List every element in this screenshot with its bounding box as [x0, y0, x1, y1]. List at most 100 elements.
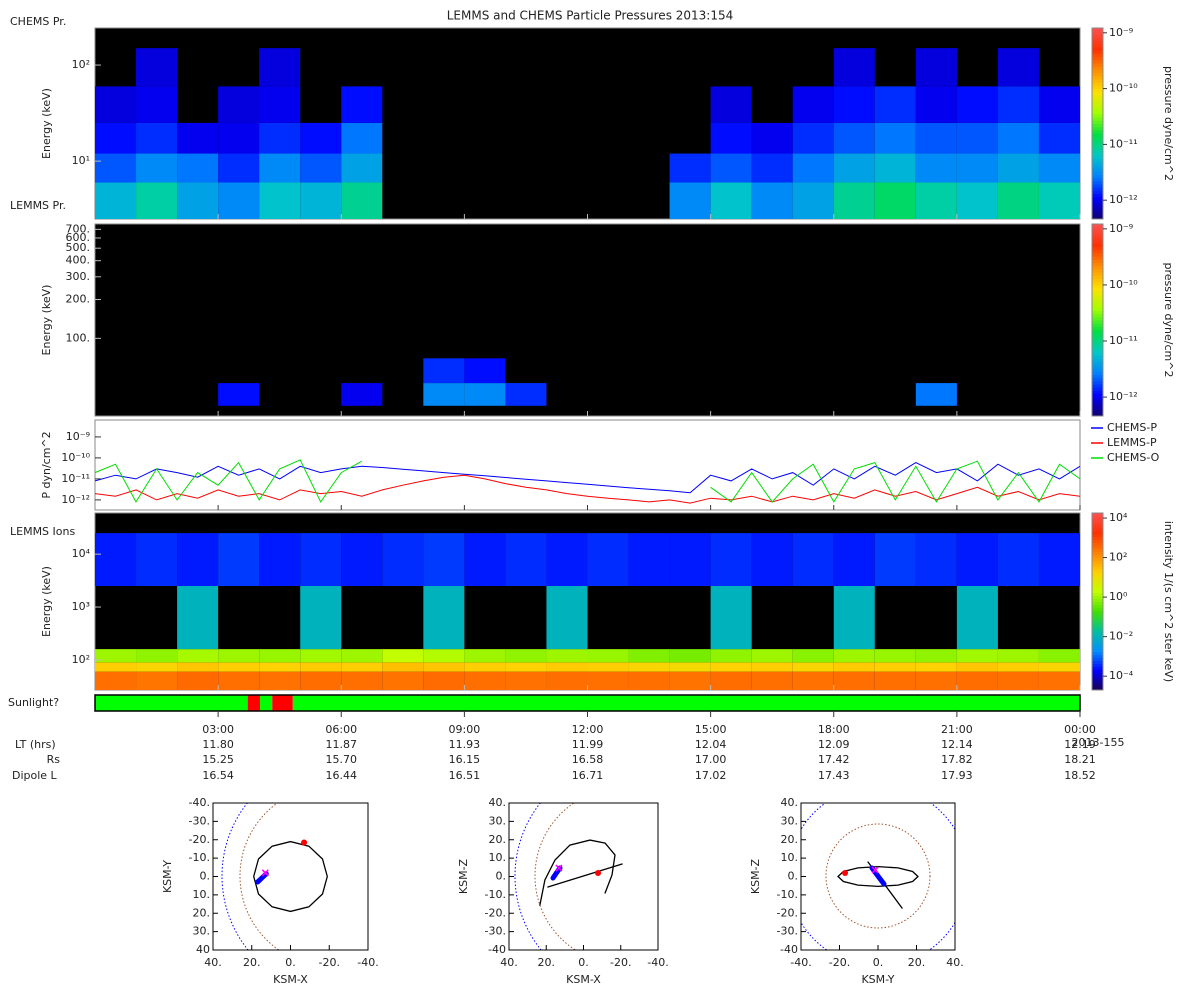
colorbar-step: [1092, 607, 1103, 611]
ephemeris-value: 12.19: [1064, 738, 1096, 751]
heatmap-cell: [218, 182, 260, 219]
colorbar-tick-label: 10⁻¹¹: [1109, 334, 1138, 347]
heatmap-cell: [259, 671, 301, 690]
colorbar-step: [1092, 142, 1103, 147]
y-axis-title: P dyn/cm^2: [40, 431, 53, 498]
colorbar-step: [1092, 78, 1103, 83]
colorbar-step: [1092, 368, 1103, 372]
heatmap-cell: [587, 671, 629, 690]
heatmap-cell: [915, 649, 957, 663]
colorbar-step: [1092, 527, 1103, 532]
x-axis-title: KSM-X: [566, 973, 601, 986]
ephemeris-label: Rs: [47, 753, 61, 766]
heatmap-cell: [546, 662, 588, 672]
colorbar-step: [1092, 619, 1103, 623]
orbit-marks: [539, 839, 623, 906]
heatmap-cell: [997, 86, 1039, 123]
heatmap-cell: [915, 48, 957, 87]
colorbar-step: [1092, 633, 1103, 638]
colorbar-step: [1092, 577, 1103, 582]
colorbar-step: [1092, 129, 1103, 134]
ephemeris-value: 12.09: [818, 738, 850, 751]
heatmap-cell: [997, 122, 1039, 154]
heatmap-cell: [218, 671, 260, 690]
colorbar-step: [1092, 139, 1103, 144]
heatmap-cell: [874, 662, 916, 672]
panel-label: LEMMS Pr.: [10, 199, 66, 212]
colorbar-step: [1092, 542, 1103, 546]
y-axis-title: KSM-Z: [749, 858, 762, 894]
heatmap-cell: [915, 671, 957, 690]
heatmap-cell: [792, 671, 834, 690]
heatmap-cell: [546, 649, 588, 663]
heatmap-cell: [833, 86, 875, 123]
x-tick-label: 18:00: [818, 723, 850, 736]
colorbar-step: [1092, 72, 1103, 77]
heatmap-cell: [915, 86, 957, 123]
heatmap-cell: [136, 182, 178, 219]
ephemeris-value: 11.87: [326, 738, 358, 751]
heatmap-cell: [833, 662, 875, 672]
heatmap-cell: [751, 649, 793, 663]
heatmap-cell: [218, 153, 260, 183]
x-tick-label: 03:00: [202, 723, 234, 736]
colorbar-step: [1092, 666, 1103, 670]
heatmap-cell: [915, 533, 957, 586]
colorbar-step: [1092, 291, 1103, 295]
colorbar-tick-label: 10⁻⁹: [1109, 26, 1133, 39]
colorbar-step: [1092, 613, 1103, 617]
colorbar-step: [1092, 212, 1103, 217]
colorbar-frame: [1091, 27, 1104, 220]
ephemeris-value: 16.54: [202, 769, 234, 782]
heatmap-cell: [464, 671, 506, 690]
colorbar-step: [1092, 88, 1103, 93]
colorbar-step: [1092, 243, 1103, 247]
heatmap-cell: [177, 153, 219, 183]
colorbar-step: [1092, 663, 1103, 667]
y-tick-label: 700.: [66, 222, 91, 235]
heatmap-cell: [259, 182, 301, 219]
y-tick-label: -40.: [189, 796, 210, 809]
x-tick-label: 40.: [204, 956, 222, 969]
y-tick-label: 10²: [72, 653, 90, 666]
y-tick-label: -20.: [777, 906, 798, 919]
ephemeris-value: 18.21: [1064, 753, 1096, 766]
colorbar-step: [1092, 601, 1103, 605]
heatmap-cell: [464, 358, 506, 384]
heatmap-cell: [300, 122, 342, 154]
colorbar-step: [1092, 639, 1103, 644]
x-tick-label: 12:00: [572, 723, 604, 736]
colorbar-step: [1092, 580, 1103, 585]
colorbar-step: [1092, 117, 1103, 121]
colorbar-step: [1092, 339, 1103, 343]
timeline-segment: [272, 695, 293, 711]
colorbar-step: [1092, 230, 1103, 235]
heatmap-cell: [792, 662, 834, 672]
heatmap-cell: [956, 649, 998, 663]
panel-label: CHEMS Pr.: [10, 15, 66, 28]
heatmap-cell: [587, 662, 629, 672]
heatmap-cell: [341, 153, 383, 183]
colorbar-step: [1092, 233, 1103, 238]
heatmap-cell: [505, 671, 547, 690]
heatmap-cell: [956, 671, 998, 690]
heatmap-cell: [177, 649, 219, 663]
chart-title: LEMMS and CHEMS Particle Pressures 2013:…: [447, 9, 734, 23]
x-tick-label: 0.: [578, 956, 589, 969]
ephemeris-value: 17.02: [695, 769, 727, 782]
colorbar-step: [1092, 37, 1103, 42]
colorbar-step: [1092, 190, 1103, 195]
heatmap-cell: [218, 86, 260, 123]
x-tick-label: -20.: [319, 956, 340, 969]
y-tick-label: 10³: [72, 600, 90, 613]
colorbar-step: [1092, 669, 1103, 673]
colorbar-step: [1092, 281, 1103, 286]
colorbar-step: [1092, 592, 1103, 597]
y-tick-label: 40.: [781, 796, 799, 809]
heatmap-cell: [136, 671, 178, 690]
heatmap-cell: [177, 533, 219, 586]
heatmap-cell: [874, 671, 916, 690]
heatmap-cell: [218, 122, 260, 154]
heatmap-cell: [259, 662, 301, 672]
heatmap-cell: [710, 671, 752, 690]
